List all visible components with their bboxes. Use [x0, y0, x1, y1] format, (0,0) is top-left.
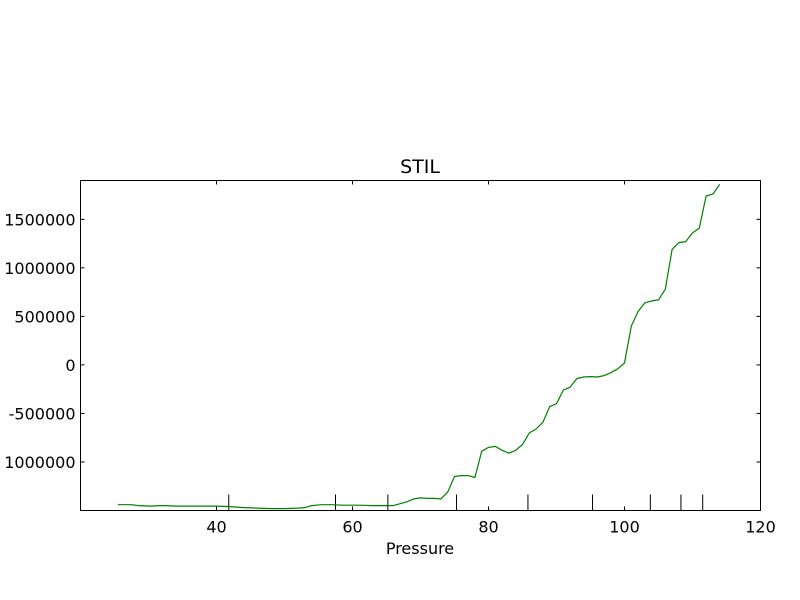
x-axis-label: Pressure — [386, 539, 454, 558]
x-tick-label: 40 — [206, 518, 226, 537]
x-tick-label: 100 — [609, 518, 640, 537]
y-tick-label: 1500000 — [4, 210, 75, 229]
y-tick-label: -500000 — [9, 404, 76, 423]
y-tick-label: 1000000 — [4, 259, 75, 278]
x-tick-label: 80 — [478, 518, 498, 537]
plot-frame — [80, 180, 761, 511]
y-tick-label: 1000000 — [4, 453, 75, 472]
x-tick-label: 60 — [342, 518, 362, 537]
chart-title: STIL — [400, 156, 440, 178]
series-line — [117, 184, 721, 510]
series-layer — [117, 184, 721, 510]
y-tick-label: 500000 — [14, 307, 75, 326]
axis-ticks: 40 60 80 100 120 1000000 -500000 0 500000 1000000… — [4, 180, 776, 537]
rug-marks — [228, 494, 704, 511]
y-tick-label: 0 — [65, 356, 75, 375]
x-tick-label: 120 — [745, 518, 776, 537]
